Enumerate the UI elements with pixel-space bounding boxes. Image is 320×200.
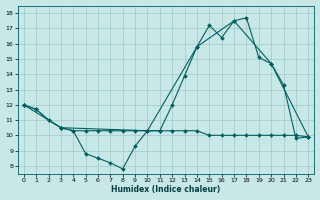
X-axis label: Humidex (Indice chaleur): Humidex (Indice chaleur) xyxy=(111,185,221,194)
